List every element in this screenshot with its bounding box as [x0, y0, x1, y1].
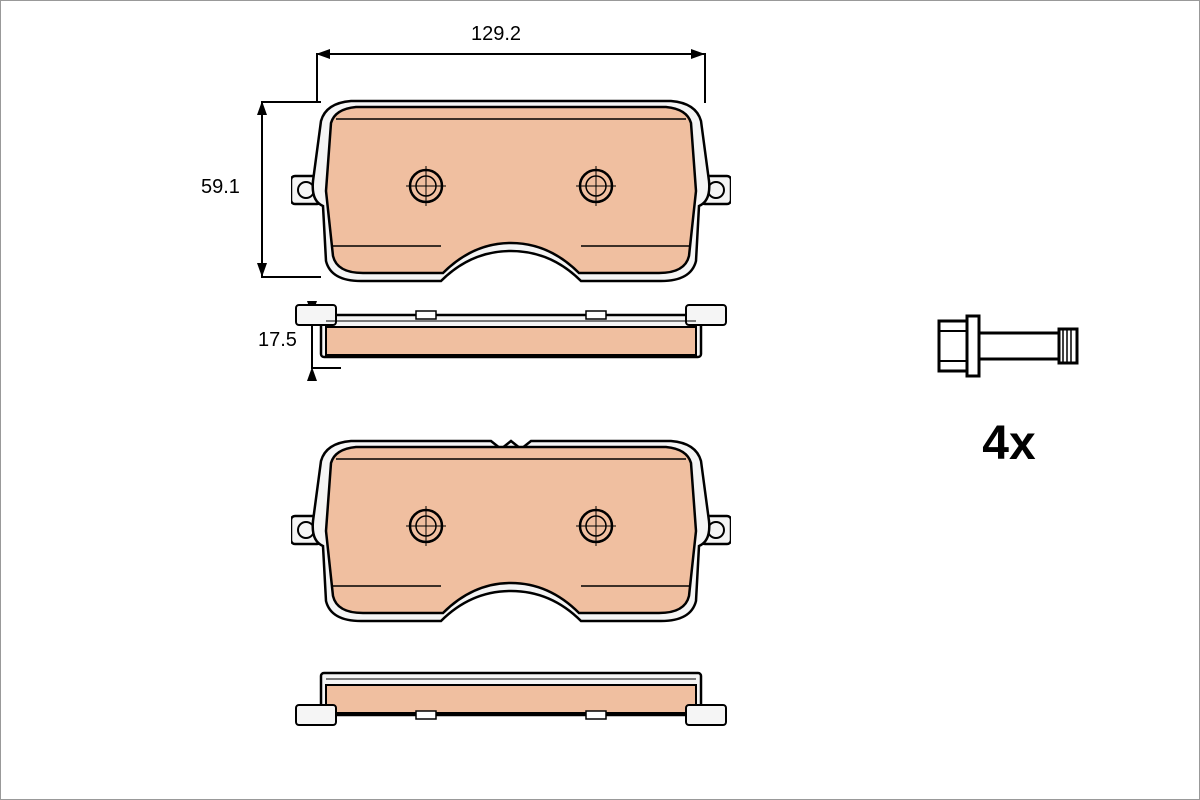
- width-arrow-left: [316, 47, 330, 61]
- width-dim-line: [316, 53, 704, 55]
- brake-pad-side-2: [291, 661, 731, 736]
- brake-pad-side-1: [291, 303, 731, 378]
- brake-pad-face-2: [291, 431, 731, 636]
- height-dim-line: [261, 101, 263, 276]
- bolt-accessory: 4x: [909, 301, 1109, 551]
- bolt-quantity-label: 4x: [909, 416, 1109, 471]
- width-arrow-right: [691, 47, 705, 61]
- width-dimension-label: 129.2: [471, 23, 521, 46]
- brake-pad-face-1: [291, 91, 731, 296]
- height-arrow-bot: [255, 263, 269, 277]
- technical-drawing: 129.2 59.1 17.5: [181, 31, 781, 771]
- height-arrow-top: [255, 101, 269, 115]
- height-dimension-label: 59.1: [201, 176, 240, 199]
- bolt-icon: [929, 301, 1089, 391]
